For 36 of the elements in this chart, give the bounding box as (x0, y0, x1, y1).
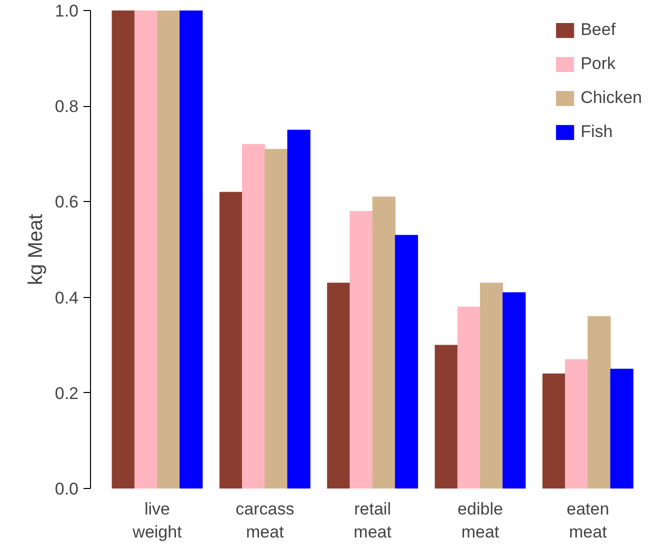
bar (112, 10, 135, 488)
bar (502, 292, 526, 488)
x-tick-label: edible meat (458, 500, 503, 542)
x-tick-label: eaten meat (566, 500, 610, 542)
x-tick-label: carcass meat (236, 500, 294, 542)
bar (542, 374, 566, 488)
bar (610, 368, 634, 488)
bar (327, 282, 350, 488)
bar (157, 10, 180, 488)
legend-label: Pork (580, 54, 616, 74)
bar (394, 234, 418, 488)
x-tick-label: retail meat (354, 500, 392, 542)
y-tick-label: 1.0 (54, 2, 79, 20)
bar (219, 192, 243, 488)
bar (434, 344, 458, 488)
bar (372, 196, 396, 488)
legend-label: Fish (580, 122, 613, 142)
bar (134, 10, 158, 488)
x-tick-label: live weight (132, 500, 182, 542)
bar (350, 211, 373, 488)
bar (264, 148, 288, 488)
bar (457, 306, 480, 488)
legend-label: Beef (580, 20, 616, 40)
y-tick-label: 0.6 (54, 192, 79, 212)
legend-label: Chicken (580, 88, 642, 108)
bar (588, 316, 611, 488)
bar (565, 359, 588, 488)
bar (180, 10, 203, 488)
bar (242, 144, 266, 488)
y-tick-label: 0.2 (54, 384, 79, 403)
y-tick-label: 0.0 (54, 480, 79, 498)
bar (287, 130, 310, 488)
y-tick-label: 0.8 (54, 97, 79, 116)
bar (480, 282, 504, 488)
y-axis-title: kg Meat (24, 213, 47, 286)
y-tick-label: 0.4 (54, 288, 79, 308)
